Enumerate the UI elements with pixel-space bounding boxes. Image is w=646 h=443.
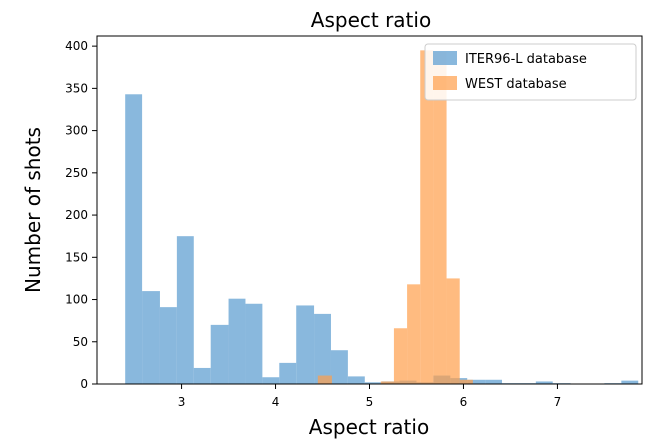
bar-series-1-bin-8 xyxy=(459,379,473,384)
bar-series-0-bin-8 xyxy=(262,377,280,384)
y-axis-ticks: 0 50 100 150 200 250 300 350 400 xyxy=(65,39,97,391)
bar-series-0-bin-0 xyxy=(125,94,143,384)
y-tick-label-350: 350 xyxy=(65,81,88,95)
y-tick-label-200: 200 xyxy=(65,208,88,222)
bar-series-0-bin-14 xyxy=(364,382,382,384)
bar-series-0-bin-10 xyxy=(296,305,315,384)
legend-swatch-west xyxy=(433,76,457,90)
y-tick-label-300: 300 xyxy=(65,124,88,138)
bar-series-1-bin-5 xyxy=(420,50,434,385)
x-axis-label: Aspect ratio xyxy=(309,415,429,439)
legend-box xyxy=(424,43,637,101)
bar-series-0-bin-1 xyxy=(142,291,160,384)
x-tick-label-5: 5 xyxy=(366,395,374,409)
y-tick-label-400: 400 xyxy=(65,39,88,53)
x-tick-label-4: 4 xyxy=(272,395,280,409)
bar-series-0-bin-24 xyxy=(535,381,553,384)
bar-series-0-bin-9 xyxy=(279,362,297,384)
bar-series-0-bin-5 xyxy=(210,324,229,384)
y-tick-label-100: 100 xyxy=(65,293,88,307)
bar-series-1-bin-0 xyxy=(317,375,332,384)
y-tick-label-50: 50 xyxy=(73,335,88,349)
y-tick-label-0: 0 xyxy=(80,377,88,391)
legend-label-west: WEST database xyxy=(465,77,567,92)
bar-series-1-bin-4 xyxy=(407,284,421,384)
x-tick-label-6: 6 xyxy=(460,395,468,409)
bar-series-1-bin-6 xyxy=(433,52,447,385)
bar-series-0-bin-20 xyxy=(467,379,486,384)
bar-series-0-bin-29 xyxy=(621,380,639,384)
bar-series-1-bin-2 xyxy=(380,381,394,384)
bar-series-0-bin-11 xyxy=(314,313,331,384)
x-tick-label-3: 3 xyxy=(178,395,186,409)
bar-series-0-bin-6 xyxy=(228,298,246,384)
y-axis-label: Number of shots xyxy=(21,127,45,293)
legend-swatch-iter96 xyxy=(433,51,457,65)
bar-series-1-bin-7 xyxy=(446,278,460,384)
bar-series-0-bin-21 xyxy=(485,379,502,384)
bar-series-0-bin-4 xyxy=(193,367,211,384)
bars-layer xyxy=(125,50,639,385)
x-axis-ticks: 345678 xyxy=(178,384,562,409)
bar-series-0-bin-12 xyxy=(330,350,348,384)
bar-series-0-bin-13 xyxy=(347,376,365,384)
bar-series-1-bin-3 xyxy=(393,328,408,384)
y-tick-label-250: 250 xyxy=(65,166,88,180)
legend-label-iter96: ITER96-L database xyxy=(465,52,587,67)
bar-series-0-bin-7 xyxy=(245,303,263,384)
chart-title: Aspect ratio xyxy=(311,8,431,32)
bar-series-0-bin-3 xyxy=(176,236,194,384)
x-tick-label-7: 7 xyxy=(554,395,562,409)
bar-series-0-bin-2 xyxy=(159,307,177,384)
y-tick-label-150: 150 xyxy=(65,250,88,264)
legend: ITER96-L database WEST database xyxy=(424,43,637,101)
